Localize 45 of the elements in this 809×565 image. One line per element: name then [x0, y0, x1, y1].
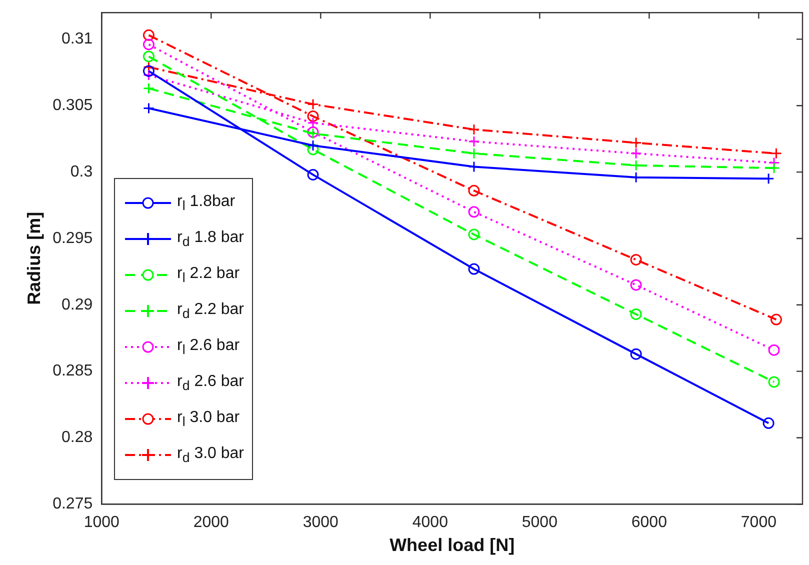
point [307, 144, 319, 156]
point [630, 348, 642, 360]
x-tick-label: 3000 [302, 514, 339, 532]
point [307, 110, 319, 122]
legend-label: r$_{d}$ 1.8 bar [177, 228, 244, 250]
legend-label: r$_{d}$ 2.2 bar [177, 300, 244, 322]
legend-label: r$_{d}$ 3.0 bar [177, 444, 244, 466]
point [768, 376, 780, 388]
y-tick-label: 0.28 [62, 429, 93, 446]
legend-label: r$_{l}$ 2.2 bar [177, 264, 240, 286]
point [630, 308, 642, 320]
y-tick-label: 0.285 [52, 362, 93, 380]
point [770, 314, 782, 326]
legend-label: r$_{l}$ 1.8bar [177, 192, 236, 214]
y-tick-label: 0.3 [70, 163, 93, 180]
point [762, 417, 774, 429]
x-tick-label: 2000 [193, 514, 230, 532]
point [468, 263, 480, 275]
legend-label: r$_{l}$ 2.6 bar [177, 336, 240, 358]
point [307, 168, 319, 180]
x-tick-label: 5000 [522, 514, 558, 532]
legend-label: r$_{d}$ 2.6 bar [177, 372, 244, 394]
x-tick-label: 6000 [631, 514, 668, 532]
point [142, 65, 154, 77]
y-tick-label: 0.275 [52, 496, 93, 513]
point [468, 184, 480, 196]
y-tick-label: 0.31 [62, 30, 93, 48]
x-tick-label: 7000 [740, 514, 777, 532]
point [630, 254, 642, 266]
y-tick-label: 0.305 [52, 97, 93, 114]
point [630, 279, 642, 291]
point [468, 206, 480, 218]
point [142, 29, 154, 41]
point [468, 228, 480, 240]
y-tick-label: 0.295 [52, 230, 93, 247]
y-tick-label: 0.29 [62, 296, 93, 314]
x-axis-title: Wheel load [N] [390, 535, 515, 556]
point [142, 38, 154, 50]
point [768, 344, 780, 356]
y-axis-title: Radius [m] [24, 212, 44, 305]
point [770, 148, 782, 160]
legend-label: r$_{l}$ 3.0 bar [177, 408, 240, 430]
x-tick-label: 4000 [412, 514, 448, 532]
x-tick-label: 1000 [84, 514, 120, 532]
point [142, 50, 154, 62]
